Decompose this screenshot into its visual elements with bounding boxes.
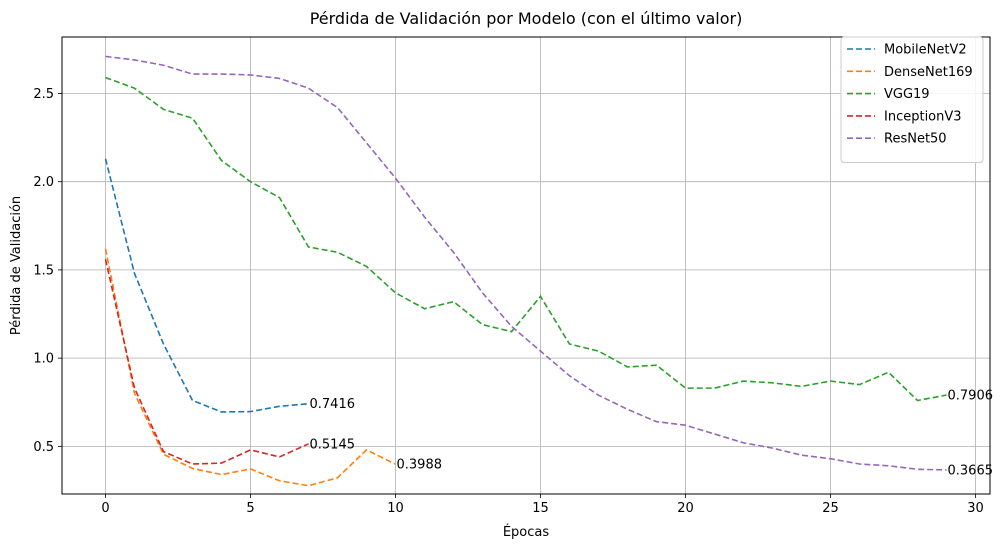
- y-tick-label: 1.5: [33, 263, 54, 278]
- legend-label-inceptionv3: InceptionV3: [884, 109, 962, 124]
- end-value-label-resnet50: 0.3665: [948, 463, 994, 478]
- x-tick-label: 20: [677, 501, 694, 516]
- axis-ticks: 0 5 10 15 20 25 30 0.5 1.0 1.5 2.0 2.5: [33, 87, 983, 516]
- end-value-label-inceptionv3: 0.5145: [310, 437, 356, 452]
- legend-label-resnet50: ResNet50: [884, 132, 947, 147]
- x-tick-label: 10: [387, 501, 404, 516]
- legend-box: [840, 36, 984, 163]
- x-axis-title: Épocas: [503, 524, 550, 540]
- legend-label-vgg19: VGG19: [884, 87, 930, 102]
- series-lines: [104, 55, 947, 487]
- y-tick-label: 2.5: [33, 87, 54, 102]
- legend-label-densenet169: DenseNet169: [884, 65, 973, 80]
- series-line-mobilenetv2: [104, 158, 309, 413]
- grid-lines: [62, 37, 990, 494]
- legend: MobileNetV2 DenseNet169 VGG19 InceptionV3 Re…: [840, 36, 984, 163]
- x-tick-label: 30: [967, 501, 984, 516]
- x-tick-label: 15: [532, 501, 549, 516]
- y-tick-label: 0.5: [33, 440, 54, 455]
- end-value-label-densenet169: 0.3988: [397, 458, 443, 473]
- series-line-vgg19: [105, 76, 947, 402]
- y-tick-label: 1.0: [33, 352, 54, 367]
- plot-frame: [61, 36, 991, 495]
- y-tick-label: 2.0: [33, 175, 54, 190]
- series-line-densenet169: [104, 248, 396, 487]
- series-line-inceptionv3: [104, 259, 309, 465]
- x-tick-label: 5: [246, 501, 254, 516]
- legend-label-mobilenetv2: MobileNetV2: [884, 43, 967, 58]
- chart-title: Pérdida de Validación por Modelo (con el…: [310, 9, 743, 28]
- y-axis-title: Pérdida de Validación: [9, 196, 24, 335]
- end-value-label-vgg19: 0.7906: [948, 389, 994, 404]
- x-tick-label: 0: [101, 501, 109, 516]
- series-line-resnet50: [105, 55, 947, 471]
- end-value-labels: 0.7416 0.3988 0.7906 0.5145 0.3665: [310, 389, 994, 479]
- end-value-label-mobilenetv2: 0.7416: [310, 397, 356, 412]
- x-tick-label: 25: [822, 501, 839, 516]
